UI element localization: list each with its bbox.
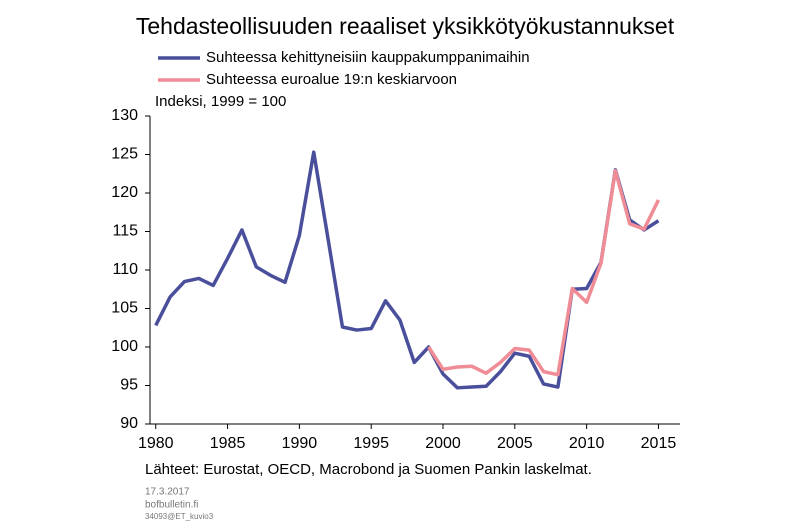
y-tick-label: 90 bbox=[120, 415, 138, 432]
x-tick-label: 2010 bbox=[569, 435, 605, 452]
x-tick-label: 2005 bbox=[497, 435, 533, 452]
y-tick-label: 110 bbox=[112, 261, 138, 278]
x-tick-label: 1995 bbox=[353, 435, 389, 452]
y-axis-label: Indeksi, 1999 = 100 bbox=[155, 93, 286, 110]
y-tick-label: 105 bbox=[111, 300, 138, 317]
y-tick-label: 100 bbox=[111, 338, 138, 355]
x-tick-label: 2015 bbox=[641, 435, 677, 452]
y-tick-label: 115 bbox=[112, 223, 138, 240]
y-tick-label: 95 bbox=[120, 377, 138, 394]
series-line bbox=[154, 150, 660, 390]
x-tick-label: 1990 bbox=[282, 435, 318, 452]
footer-site: bofbulletin.fi bbox=[145, 500, 198, 511]
series-line bbox=[427, 168, 661, 377]
footer-id: 34093@ET_kuvio3 bbox=[145, 512, 214, 521]
y-tick-label: 125 bbox=[111, 146, 138, 163]
legend-label: Suhteessa kehittyneisiin kauppakumppanim… bbox=[206, 49, 530, 66]
y-tick-label: 120 bbox=[111, 184, 138, 201]
x-tick-label: 1985 bbox=[210, 435, 246, 452]
chart-title: Tehdasteollisuuden reaaliset yksikkötyök… bbox=[136, 13, 675, 39]
legend-label: Suhteessa euroalue 19:n keskiarvoon bbox=[206, 71, 457, 88]
x-tick-label: 2000 bbox=[425, 435, 461, 452]
y-tick-label: 130 bbox=[111, 107, 138, 124]
source: Lähteet: Eurostat, OECD, Macrobond ja Su… bbox=[145, 461, 592, 478]
footer-date: 17.3.2017 bbox=[145, 487, 190, 498]
x-tick-label: 1980 bbox=[138, 435, 174, 452]
